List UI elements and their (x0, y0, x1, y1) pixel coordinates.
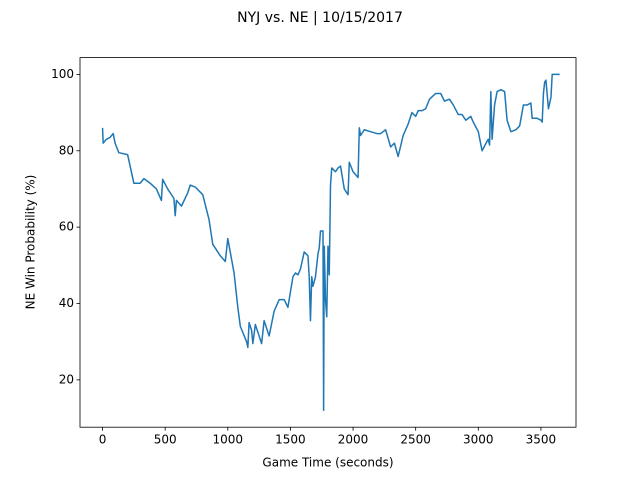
plot-frame (79, 57, 577, 428)
y-tick-label: 60 (59, 220, 74, 234)
y-tick-label: 40 (59, 296, 74, 310)
y-tick-label: 20 (59, 372, 74, 386)
x-tick-label: 2000 (338, 433, 369, 447)
x-tick-label: 3500 (526, 433, 557, 447)
x-tick-label: 3000 (463, 433, 494, 447)
y-tick-label: 80 (59, 143, 74, 157)
x-tick-label: 2500 (400, 433, 431, 447)
x-tick-label: 0 (99, 433, 107, 447)
chart-title: NYJ vs. NE | 10/15/2017 (237, 10, 403, 26)
x-tick-label: 1500 (275, 433, 306, 447)
x-tick-label: 1000 (213, 433, 244, 447)
x-tick-label: 500 (154, 433, 177, 447)
data-line (101, 73, 560, 412)
y-tick-label: 100 (51, 67, 74, 81)
x-axis-label: Game Time (seconds) (262, 456, 393, 470)
y-axis-label: NE Win Probability (%) (24, 175, 38, 310)
